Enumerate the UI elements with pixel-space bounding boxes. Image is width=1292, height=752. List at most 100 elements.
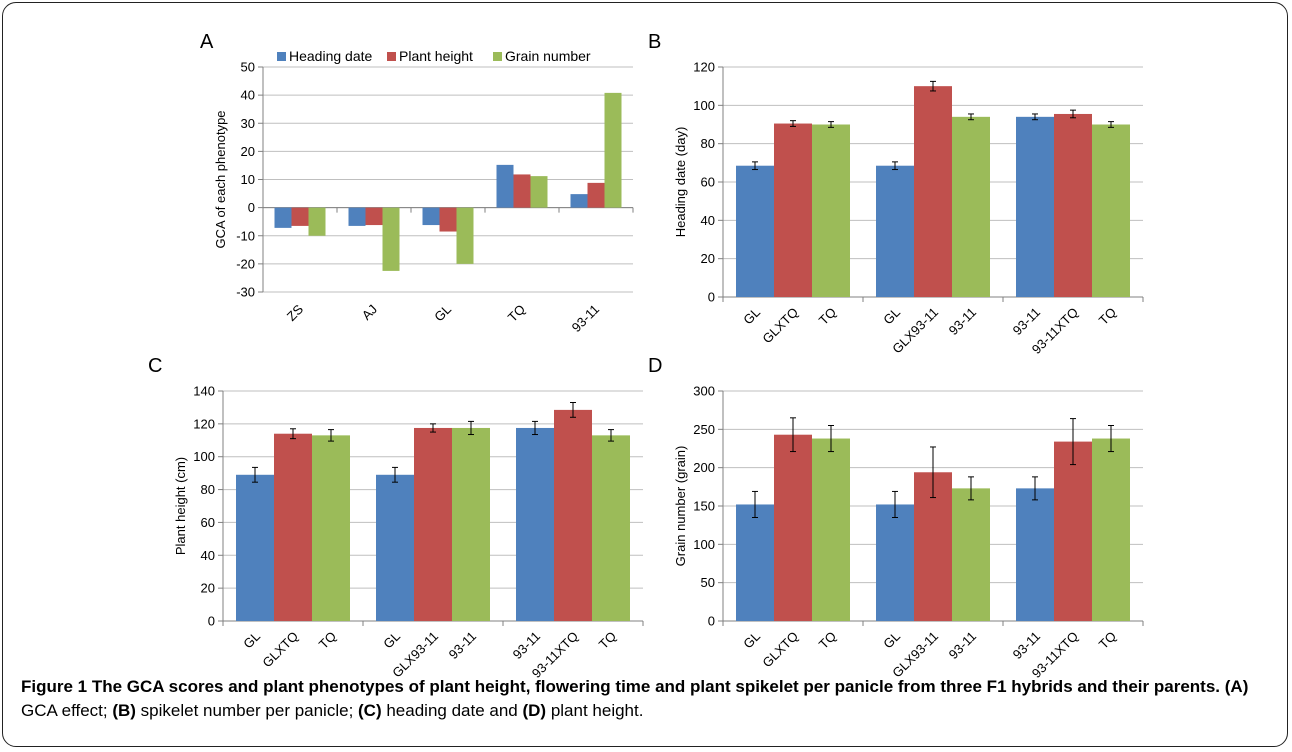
panel-d-xtick-label: GLXTQ bbox=[759, 629, 801, 671]
panel-c-bar bbox=[554, 409, 592, 621]
caption-label-a: (A) bbox=[1224, 677, 1249, 696]
panel-c-xtick-label: 93-11 bbox=[510, 629, 543, 662]
panel-d-ytick-label: 100 bbox=[693, 537, 715, 552]
panel-d-bar bbox=[736, 504, 774, 621]
panel-c-ytick-label: 100 bbox=[193, 449, 215, 464]
panel-d-bar bbox=[952, 488, 990, 621]
caption-text-a: GCA effect; bbox=[21, 701, 113, 720]
panel-c-bar bbox=[452, 427, 490, 621]
panel-c-bar bbox=[516, 427, 554, 621]
panel-a-bar bbox=[365, 207, 383, 226]
panel-c-letter: C bbox=[148, 355, 163, 377]
panel-c-bar bbox=[312, 435, 350, 621]
panel-c-xtick-label: GL bbox=[240, 629, 263, 652]
panel-a-ytick-label: -30 bbox=[236, 285, 255, 300]
panel-a-letter: A bbox=[200, 31, 214, 53]
panel-d-ytick-label: 50 bbox=[701, 575, 715, 590]
panel-d: D 0 50 100 150 200 250 300 Grain number (grain)… bbox=[628, 353, 1168, 681]
panel-c-ytick-label: 40 bbox=[201, 548, 215, 563]
panel-d-bar bbox=[1016, 488, 1054, 621]
panel-b-ytick-label: 20 bbox=[701, 251, 715, 266]
panel-b-bar bbox=[812, 124, 850, 297]
panel-b-ytick-label: 0 bbox=[708, 290, 715, 305]
panel-a-bar bbox=[456, 207, 474, 264]
panel-d-bar bbox=[1054, 441, 1092, 621]
panel-b-bar bbox=[1054, 113, 1092, 297]
panel-c-ytick-label: 60 bbox=[201, 515, 215, 530]
panel-a-bar bbox=[604, 92, 622, 208]
panel-b-xtick-label: TQ bbox=[1096, 305, 1119, 328]
panel-d-ytick-label: 200 bbox=[693, 460, 715, 475]
panel-c-xtick-label: TQ bbox=[596, 629, 619, 652]
panel-a-bar bbox=[274, 207, 292, 228]
panel-c-xtick-label: GLXTQ bbox=[259, 629, 301, 671]
panel-a-chart: -30 -20 -10 0 10 20 30 40 50 GCA of each phenotyp… bbox=[213, 48, 634, 335]
panel-d-xtick-label: GL bbox=[740, 629, 763, 652]
panel-d-ylabel: Grain number (grain) bbox=[673, 446, 688, 567]
panel-a-xtick-label: GL bbox=[431, 302, 454, 325]
panel-a-ytick-label: 30 bbox=[241, 116, 255, 131]
panel-a-bar bbox=[308, 207, 326, 236]
panel-b-xtick-label: GL bbox=[880, 305, 903, 328]
panel-a-ylabel: GCA of each phenotype bbox=[213, 110, 228, 248]
panel-c-ytick-label: 20 bbox=[201, 581, 215, 596]
panel-a-legend-label: Heading date bbox=[289, 48, 373, 64]
panel-b-xtick-label: GLXTQ bbox=[759, 305, 801, 347]
panel-a-ytick-label: -10 bbox=[236, 228, 255, 243]
panel-a-bar bbox=[382, 207, 400, 271]
caption-text-c: heading date and bbox=[381, 701, 523, 720]
panel-d-xtick-label: GL bbox=[880, 629, 903, 652]
panel-c-bar bbox=[592, 435, 630, 621]
panel-d-xtick-label: TQ bbox=[816, 629, 839, 652]
panel-b-xtick-label: GL bbox=[740, 305, 763, 328]
panel-d-ytick-label: 300 bbox=[693, 384, 715, 399]
panel-b-ytick-label: 100 bbox=[693, 98, 715, 113]
panel-d-bar bbox=[774, 434, 812, 621]
panel-b-ylabel: Heading date (day) bbox=[673, 127, 688, 238]
panel-d-bar bbox=[876, 504, 914, 621]
panel-d-ytick-label: 150 bbox=[693, 499, 715, 514]
panel-b-ytick-label: 120 bbox=[693, 60, 715, 75]
panel-a-ytick-label: -20 bbox=[236, 256, 255, 271]
panel-a-legend-label: Grain number bbox=[505, 48, 591, 64]
panel-a-ytick-label: 20 bbox=[241, 144, 255, 159]
panel-d-ytick-label: 0 bbox=[708, 614, 715, 629]
panel-c-ylabel: Plant height (cm) bbox=[173, 457, 188, 555]
panel-d-chart: 0 50 100 150 200 250 300 Grain number (grain) GL… bbox=[673, 384, 1144, 681]
panel-a-xtick-label: ZS bbox=[284, 301, 307, 324]
panel-c: C 0 20 40 60 80 100 120 140 Plant height (cm) GL G… bbox=[128, 353, 668, 681]
panel-a-xtick-label: TQ bbox=[505, 302, 528, 325]
panel-c-ytick-label: 80 bbox=[201, 482, 215, 497]
panel-b-bar bbox=[914, 86, 952, 297]
panel-b-bar bbox=[736, 165, 774, 297]
panel-d-xtick-label: 93-11 bbox=[1010, 629, 1043, 662]
panel-b-letter: B bbox=[648, 31, 662, 53]
panel-a-ytick-label: 50 bbox=[241, 60, 255, 75]
panel-a-bar bbox=[587, 182, 605, 208]
panel-a-xtick-label: 93-11 bbox=[569, 302, 602, 335]
panel-c-bar bbox=[274, 433, 312, 621]
panel-b-bar bbox=[774, 123, 812, 298]
panel-a-bar bbox=[348, 207, 366, 226]
panel-c-ytick-label: 0 bbox=[208, 614, 215, 629]
panel-a-legend-swatch bbox=[493, 52, 502, 61]
panel-c-bar bbox=[414, 427, 452, 621]
panel-a-bar bbox=[570, 194, 588, 208]
panel-b-xtick-label: 93-11 bbox=[946, 305, 979, 338]
panel-a-ytick-label: 10 bbox=[241, 172, 255, 187]
panel-d-bar bbox=[1092, 438, 1130, 621]
panel-d-ytick-label: 250 bbox=[693, 422, 715, 437]
panel-a-legend-swatch bbox=[277, 52, 286, 61]
panel-c-bar bbox=[236, 474, 274, 621]
caption-label-b: (B) bbox=[112, 701, 136, 720]
panel-c-xtick-label: TQ bbox=[316, 629, 339, 652]
panel-b: B 0 20 40 60 80 100 120 Heading date (day) GL GLX… bbox=[628, 29, 1168, 357]
panel-d-xtick-label: 93-11 bbox=[946, 629, 979, 662]
panel-b-ytick-label: 60 bbox=[701, 175, 715, 190]
panel-a-bar bbox=[422, 207, 440, 226]
panel-a-bar bbox=[496, 164, 514, 208]
panel-b-xtick-label: TQ bbox=[816, 305, 839, 328]
panel-d-letter: D bbox=[648, 355, 663, 377]
panel-b-ytick-label: 80 bbox=[701, 136, 715, 151]
